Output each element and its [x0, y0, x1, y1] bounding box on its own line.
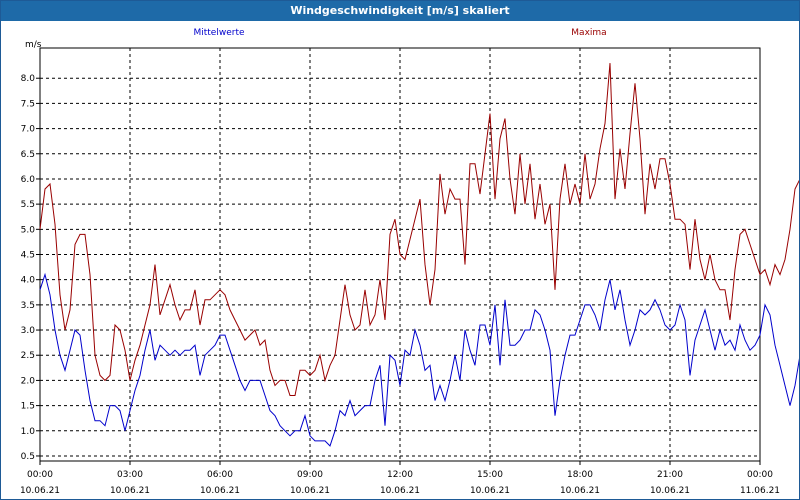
legend-maxima: Maxima: [571, 28, 606, 38]
x-tick-date: 10.06.21: [110, 486, 150, 496]
y-axis-label: m/s: [25, 40, 42, 50]
x-tick-time: 00:00: [747, 470, 773, 480]
y-tick-label: 5.5: [21, 200, 35, 210]
x-tick-date: 10.06.21: [650, 486, 690, 496]
y-tick-label: 2.5: [21, 351, 35, 361]
y-tick-label: 6.5: [21, 150, 35, 160]
x-tick-date: 10.06.21: [560, 486, 600, 496]
y-tick-label: 0.5: [21, 452, 35, 462]
x-tick-time: 03:00: [117, 470, 143, 480]
axis-ticks: 0.5 1.0 1.5 2.0 2.5 3.0 3.5 4.0 4.5 5.0 5.5 6.0 6.5 7…: [20, 74, 780, 496]
x-tick-time: 12:00: [387, 470, 413, 480]
x-tick-time: 15:00: [477, 470, 503, 480]
x-tick-date: 10.06.21: [290, 486, 330, 496]
x-tick-date: 10.06.21: [470, 486, 510, 496]
y-tick-label: 4.5: [21, 251, 35, 261]
wind-speed-chart: 0.5 1.0 1.5 2.0 2.5 3.0 3.5 4.0 4.5 5.0 5.5 6.0 6.5 7…: [20, 28, 799, 496]
x-tick-date: 10.06.21: [380, 486, 420, 496]
x-tick-time: 09:00: [297, 470, 323, 480]
x-tick-time: 06:00: [207, 470, 233, 480]
series-lines: [39, 63, 799, 447]
grid: [40, 48, 760, 461]
y-tick-label: 4.0: [21, 276, 36, 286]
x-tick-date: 10.06.21: [200, 486, 240, 496]
series-line-mittelwerte: [39, 272, 799, 447]
x-tick-time: 00:00: [27, 470, 53, 480]
y-tick-label: 5.0: [21, 225, 36, 235]
y-tick-label: 8.0: [21, 74, 36, 84]
y-tick-label: 3.0: [21, 326, 36, 336]
y-tick-label: 3.5: [21, 301, 35, 311]
y-tick-label: 7.5: [21, 99, 35, 109]
window-title: Windgeschwindigkeit [m/s] skaliert: [1, 1, 799, 21]
x-tick-time: 21:00: [657, 470, 683, 480]
x-tick-date: 11.06.21: [740, 486, 780, 496]
y-tick-label: 1.0: [21, 427, 36, 437]
y-tick-label: 7.0: [21, 125, 36, 135]
y-tick-label: 2.0: [21, 376, 36, 386]
x-tick-date: 10.06.21: [20, 486, 60, 496]
legend-mittelwerte: Mittelwerte: [193, 28, 244, 38]
y-tick-label: 6.0: [21, 175, 36, 185]
y-tick-label: 1.5: [21, 402, 35, 412]
x-tick-time: 18:00: [567, 470, 593, 480]
series-line-maxima: [39, 63, 799, 396]
